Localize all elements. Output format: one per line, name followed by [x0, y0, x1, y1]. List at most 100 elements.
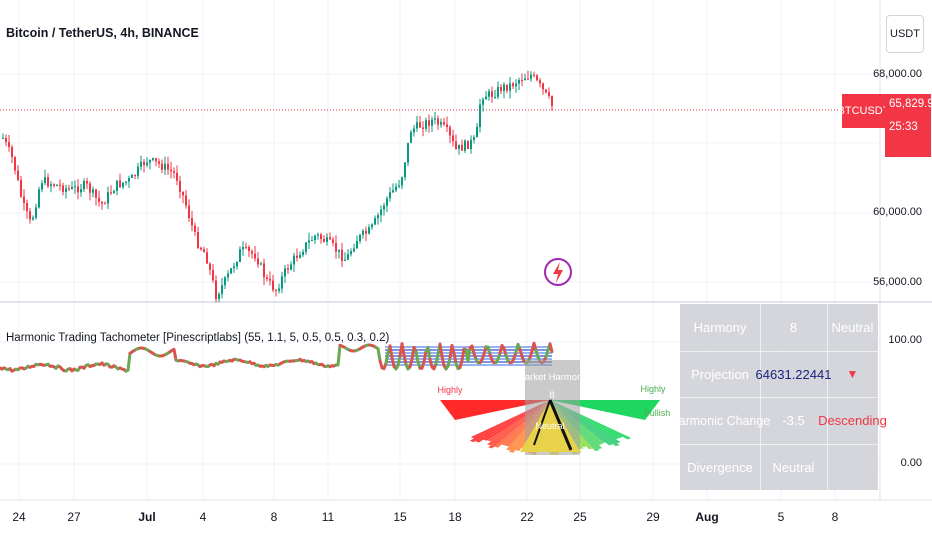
- candle: [542, 82, 544, 95]
- candle: [230, 268, 232, 274]
- candle: [344, 252, 346, 262]
- candle: [164, 156, 166, 176]
- candle: [77, 178, 79, 200]
- candle: [203, 246, 205, 253]
- candle: [359, 233, 361, 244]
- candle: [470, 135, 472, 154]
- candle: [14, 156, 16, 175]
- candle: [101, 200, 103, 210]
- bar-countdown: 25:33: [889, 121, 918, 133]
- candle: [443, 117, 445, 127]
- candle: [452, 129, 454, 147]
- candle: [422, 121, 424, 137]
- candle: [545, 88, 547, 94]
- time-label: 27: [67, 510, 81, 524]
- candle: [131, 173, 133, 178]
- candle: [53, 183, 55, 188]
- candle: [317, 232, 319, 240]
- candle: [491, 86, 493, 104]
- candle: [308, 232, 310, 249]
- candle: [41, 180, 43, 193]
- divergence-value: Neutral: [772, 459, 815, 475]
- candle: [356, 235, 358, 249]
- candle: [5, 134, 7, 147]
- candle: [281, 271, 283, 294]
- time-label: 5: [777, 510, 785, 524]
- price-label-68000: 68,000.00: [873, 68, 922, 80]
- candle: [533, 71, 535, 78]
- candle: [434, 111, 436, 125]
- candle: [260, 261, 262, 266]
- candle: [401, 176, 403, 190]
- candle: [473, 135, 475, 144]
- candle: [50, 181, 52, 193]
- candle: [8, 135, 10, 152]
- candle: [497, 81, 499, 100]
- candle: [551, 95, 553, 111]
- candle: [218, 292, 220, 302]
- candle: [383, 202, 385, 216]
- candle: [167, 156, 169, 176]
- candle: [194, 222, 196, 236]
- candle: [155, 157, 157, 167]
- candle: [248, 245, 250, 257]
- candle: [125, 181, 127, 186]
- candle: [107, 186, 109, 210]
- candle: [212, 263, 214, 283]
- candle: [191, 210, 193, 232]
- time-label: 8: [831, 510, 839, 524]
- candle: [521, 73, 523, 87]
- candle: [233, 262, 235, 273]
- candle: [245, 242, 247, 250]
- candle: [89, 181, 91, 201]
- indicator-axis-0: 0.00: [900, 457, 922, 469]
- time-label: 24: [12, 510, 26, 524]
- candle: [326, 233, 328, 246]
- candle: [161, 159, 163, 174]
- candle: [209, 262, 211, 276]
- candle: [368, 224, 370, 235]
- candle: [35, 203, 37, 220]
- candle: [62, 182, 64, 196]
- candle: [227, 270, 229, 282]
- candle: [71, 181, 73, 190]
- candle: [266, 274, 268, 282]
- candle: [446, 116, 448, 133]
- candle: [353, 243, 355, 253]
- candle: [224, 276, 226, 290]
- price-label-60000: 60,000.00: [873, 206, 922, 218]
- lightning-icon[interactable]: [541, 255, 575, 289]
- candle: [329, 232, 331, 241]
- gauge-label: Neutral: [535, 421, 564, 431]
- candle: [512, 81, 514, 89]
- candle: [251, 249, 253, 259]
- candle: [371, 223, 373, 230]
- row-label-divergence: Divergence: [687, 459, 753, 475]
- candle: [92, 186, 94, 198]
- candle: [98, 190, 100, 207]
- gauge-label: 8: [549, 390, 554, 401]
- candle: [38, 186, 40, 209]
- indicator-title[interactable]: Harmonic Trading Tachometer [Pinescriptl…: [6, 332, 390, 344]
- time-label: 8: [270, 510, 278, 524]
- candle: [254, 246, 256, 262]
- row-label-harmonic-change: Harmonic Change: [669, 413, 771, 428]
- candle: [527, 70, 529, 80]
- candle: [269, 271, 271, 286]
- candle: [482, 97, 484, 112]
- candle: [44, 169, 46, 185]
- candle: [323, 235, 325, 243]
- candle: [548, 87, 550, 99]
- candle: [242, 241, 244, 257]
- candle: [314, 234, 316, 245]
- tachometer-gauge: Highly Highly Bullish Market Harmony 8 Neutra…: [437, 360, 670, 455]
- harmony-info-table: Harmony 8 Neutral Projection 64631.22441…: [669, 304, 887, 490]
- currency-button[interactable]: USDT: [886, 15, 924, 53]
- candle: [104, 201, 106, 205]
- candle: [536, 74, 538, 82]
- candle: [440, 118, 442, 128]
- candle: [263, 258, 265, 285]
- candle: [518, 77, 520, 91]
- candle: [407, 142, 409, 167]
